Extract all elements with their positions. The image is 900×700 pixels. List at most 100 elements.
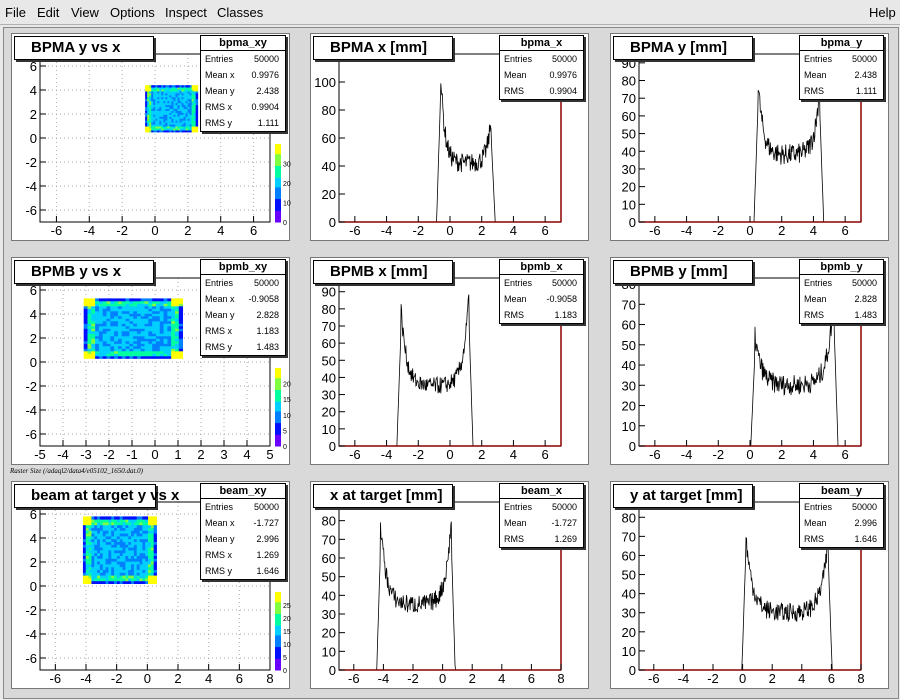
heatmap-cell	[125, 561, 129, 565]
heatmap-cell	[95, 298, 100, 302]
heatmap-cell	[102, 519, 106, 523]
pad-6[interactable]: -6 -4 -2 0 2 4 6 0 10 20 30 40 50 60 70 80 BPMB y [mm] bp…	[610, 257, 889, 465]
heatmap-cell	[159, 89, 162, 92]
heatmap-cell	[102, 313, 107, 317]
heatmap-cell	[175, 93, 178, 96]
heatmap-cell	[185, 91, 189, 94]
heatmap-cell	[140, 328, 145, 332]
heatmap-cell	[91, 338, 96, 342]
heatmap-cell	[155, 325, 161, 329]
heatmap-cell	[145, 96, 148, 100]
heatmap-cell	[88, 530, 92, 534]
heatmap-cell	[133, 315, 138, 319]
heatmap-cell	[189, 118, 193, 121]
heatmap-cell	[87, 328, 92, 332]
heatmap-cell	[94, 552, 98, 556]
heatmap-cell	[177, 118, 180, 121]
menu-options[interactable]: Options	[110, 5, 155, 20]
heatmap-cell	[163, 350, 168, 354]
heatmap-cell	[163, 300, 168, 304]
pad-2[interactable]: -6-4-20246020406080100120BPMA x [mm]bpma…	[310, 33, 589, 241]
pad-7[interactable]: 0 5 10 15 20 25 -6 -4 -2 0 2 4 6 8 -6 -4 -2 0 2 4 6 beam at t…	[11, 481, 291, 689]
heatmap-cell	[175, 116, 178, 119]
heatmap-cell	[122, 527, 126, 531]
menu-file[interactable]: File	[5, 5, 26, 20]
heatmap-cell	[195, 96, 199, 100]
stats-row-mean-y: Mean y 2.828	[201, 307, 285, 323]
pad-9[interactable]: -6 -4 -2 0 2 4 6 8 0 10 20 30 40 50 60 70 80 y at target …	[610, 481, 889, 689]
heatmap-cell	[155, 112, 158, 115]
heatmap-cell	[85, 572, 89, 576]
heatmap-cell	[125, 516, 129, 520]
heatmap-cell	[98, 328, 104, 332]
heatmap-cell	[149, 124, 152, 127]
menu-help[interactable]: Help	[869, 5, 896, 20]
heatmap-cell	[91, 533, 95, 537]
heatmap-cell	[136, 522, 140, 526]
heatmap-cell	[183, 116, 186, 119]
heatmap-cell	[195, 100, 199, 104]
heatmap-cell	[114, 298, 119, 302]
heatmap-cell	[173, 96, 176, 100]
menu-view[interactable]: View	[71, 5, 99, 20]
menu-edit[interactable]: Edit	[37, 5, 60, 20]
heatmap-cell	[133, 575, 138, 579]
heatmap-cell	[187, 124, 191, 127]
heatmap-cell	[189, 102, 193, 106]
heatmap-cell	[131, 555, 135, 559]
pad-8[interactable]: -6-4-2024680102030405060708090x at targe…	[310, 481, 589, 689]
color-scale-bin	[275, 615, 281, 618]
heatmap-cell	[148, 335, 153, 339]
heatmap-cell	[83, 328, 88, 332]
heatmap-cell	[114, 552, 118, 556]
heatmap-cell	[163, 112, 166, 115]
heatmap-cell	[171, 308, 176, 312]
heatmap-cell	[114, 530, 118, 534]
heatmap-cell	[191, 100, 195, 104]
heatmap-cell	[102, 348, 107, 352]
heatmap-cell	[117, 350, 123, 354]
heatmap-cell	[151, 122, 154, 125]
heatmap-cell	[114, 555, 118, 559]
pad-3[interactable]: -6 -4 -2 0 2 4 6 0 10 20 30 40 50 60 70 80 90 BPMA y [mm]…	[610, 33, 889, 241]
heatmap-cell	[148, 355, 153, 359]
heatmap-cell	[136, 343, 142, 347]
menu-classes[interactable]: Classes	[217, 5, 264, 20]
heatmap-cell	[163, 96, 166, 100]
heatmap-cell	[87, 298, 92, 302]
heatmap-cell	[163, 118, 166, 121]
y-tick-label: 20	[322, 405, 336, 420]
stats-name: bpmb_xy	[201, 260, 285, 275]
heatmap-cell	[171, 93, 174, 96]
heatmap-cell	[150, 519, 155, 523]
pad-4[interactable]: 0 5 10 15 20 -5 -4 -3 -2 -1 0 1 2 3 4 5 -6 -4 -2 0 2 4 6 BPMB y…	[11, 257, 291, 465]
heatmap-cell	[99, 519, 104, 523]
heatmap-cell	[193, 112, 197, 115]
heatmap-cell	[173, 122, 176, 125]
heatmap-cell	[163, 98, 166, 102]
heatmap-cell	[159, 353, 164, 357]
heatmap-cell	[142, 564, 146, 568]
heatmap-cell	[171, 315, 176, 319]
x-tick-label: 2	[478, 447, 485, 462]
heatmap-cell	[189, 87, 193, 90]
heatmap-cell	[175, 124, 178, 127]
heatmap-cell	[88, 538, 92, 542]
heatmap-cell	[145, 130, 148, 133]
heatmap-cell	[177, 91, 180, 94]
heatmap-cell	[97, 578, 101, 582]
heatmap-cell	[125, 527, 129, 531]
pad-5[interactable]: -6 -4 -2 0 2 4 6 0 10 20 30 40 50 60 70 80 90 BPMB x [mm]…	[310, 257, 589, 465]
pad-1[interactable]: 0 10 20 30 -6 -4 -2 0 2 4 6 -6 -4 -2 0 2 4 6 BPMA y vs x bp…	[11, 33, 291, 241]
menu-inspect[interactable]: Inspect	[165, 5, 207, 20]
heatmap-cell	[88, 572, 92, 576]
heatmap-cell	[150, 558, 155, 562]
heatmap-cell	[179, 130, 182, 133]
x-tick-label: -6	[51, 223, 63, 238]
heatmap-cell	[148, 340, 153, 344]
heatmap-cell	[167, 98, 170, 102]
heatmap-cell	[151, 102, 154, 106]
heatmap-cell	[122, 566, 126, 570]
heatmap-cell	[83, 333, 88, 337]
heatmap-cell	[159, 85, 162, 88]
